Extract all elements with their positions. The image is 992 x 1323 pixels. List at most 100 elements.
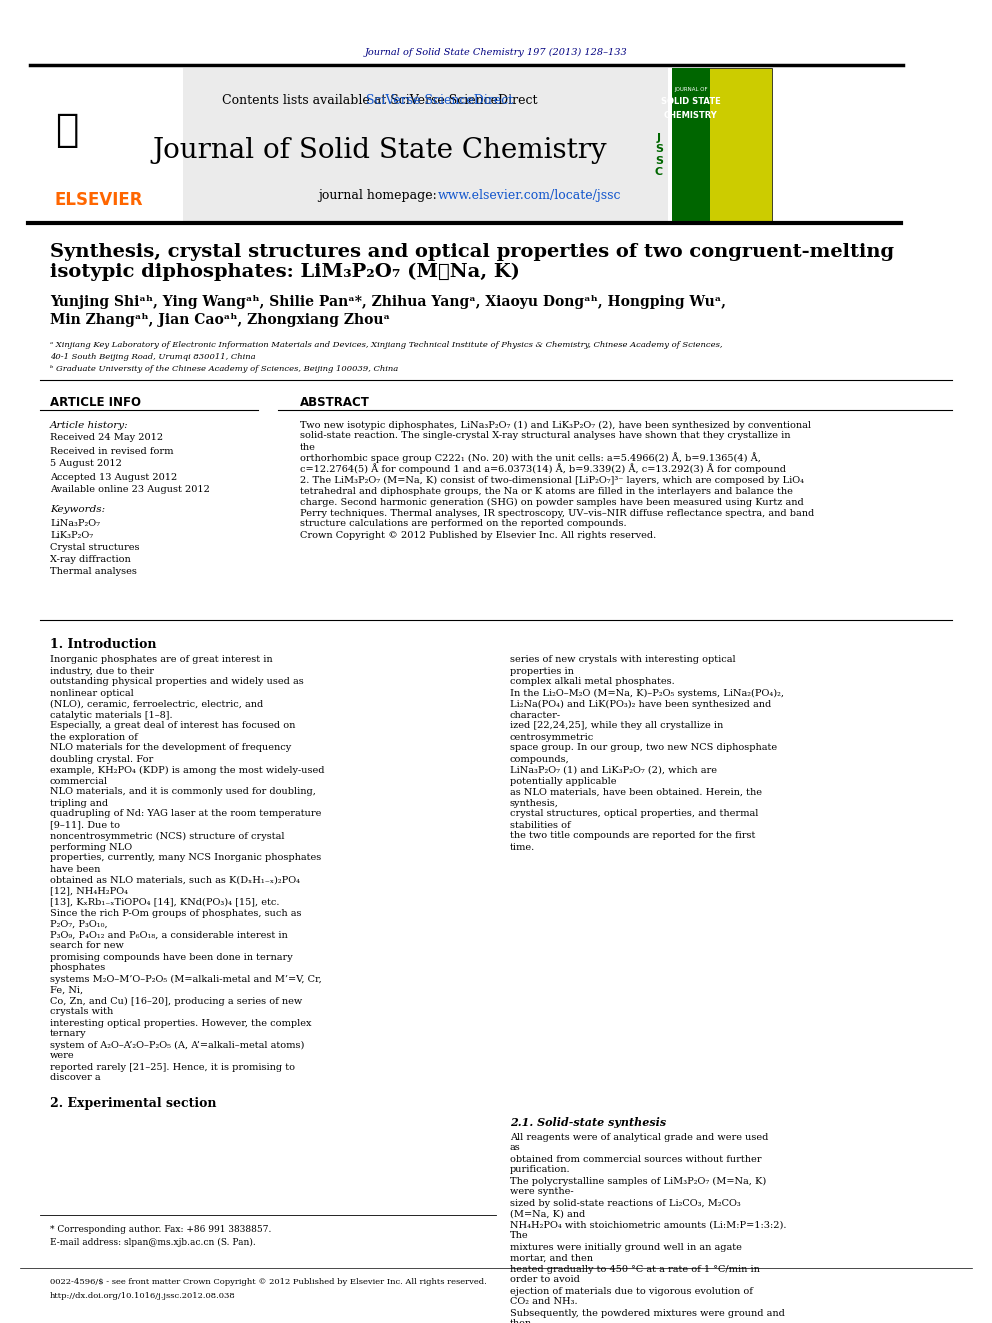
Bar <box>672 67 710 224</box>
Bar <box>28 67 668 224</box>
Text: Available online 23 August 2012: Available online 23 August 2012 <box>50 486 210 495</box>
Text: properties, currently, many NCS Inorganic phosphates: properties, currently, many NCS Inorgani… <box>50 853 321 863</box>
Text: ejection of materials due to vigorous evolution of: ejection of materials due to vigorous ev… <box>510 1286 753 1295</box>
Text: sized by solid-state reactions of Li₂CO₃, M₂CO₃: sized by solid-state reactions of Li₂CO₃… <box>510 1199 741 1208</box>
Text: space group. In our group, two new NCS diphosphate: space group. In our group, two new NCS d… <box>510 744 777 753</box>
Text: c=12.2764(5) Å for compound 1 and a=6.0373(14) Å, b=9.339(2) Å, c=13.292(3) Å fo: c=12.2764(5) Å for compound 1 and a=6.03… <box>300 463 786 475</box>
Text: the two title compounds are reported for the first: the two title compounds are reported for… <box>510 831 755 840</box>
Text: Journal of Solid State Chemistry: Journal of Solid State Chemistry <box>153 136 607 164</box>
Text: [9–11]. Due to: [9–11]. Due to <box>50 820 120 830</box>
Text: quadrupling of Nd: YAG laser at the room temperature: quadrupling of Nd: YAG laser at the room… <box>50 810 321 819</box>
Text: http://dx.doi.org/10.1016/j.jssc.2012.08.038: http://dx.doi.org/10.1016/j.jssc.2012.08… <box>50 1293 236 1301</box>
Text: structure calculations are performed on the reported compounds.: structure calculations are performed on … <box>300 520 627 528</box>
Text: Inorganic phosphates are of great interest in: Inorganic phosphates are of great intere… <box>50 655 273 664</box>
Text: time.: time. <box>510 843 536 852</box>
Text: Contents lists available at SciVerse ScienceDirect: Contents lists available at SciVerse Sci… <box>222 94 538 106</box>
Text: NLO materials for the development of frequency: NLO materials for the development of fre… <box>50 744 292 753</box>
Text: Two new isotypic diphosphates, LiNa₃P₂O₇ (1) and LiK₃P₂O₇ (2), have been synthes: Two new isotypic diphosphates, LiNa₃P₂O₇… <box>300 421 811 430</box>
Text: LiNa₃P₂O₇ (1) and LiK₃P₂O₇ (2), which are: LiNa₃P₂O₇ (1) and LiK₃P₂O₇ (2), which ar… <box>510 766 717 774</box>
Text: ELSEVIER: ELSEVIER <box>55 191 144 209</box>
Text: 2. Experimental section: 2. Experimental section <box>50 1098 216 1110</box>
Text: industry, due to their: industry, due to their <box>50 667 154 676</box>
Text: 0022-4596/$ - see front matter Crown Copyright © 2012 Published by Elsevier Inc.: 0022-4596/$ - see front matter Crown Cop… <box>50 1278 487 1286</box>
Text: www.elsevier.com/locate/jssc: www.elsevier.com/locate/jssc <box>438 188 622 201</box>
Text: In the Li₂O–M₂O (M=Na, K)–P₂O₅ systems, LiNa₂(PO₄)₂,: In the Li₂O–M₂O (M=Na, K)–P₂O₅ systems, … <box>510 688 784 697</box>
Text: ARTICLE INFO: ARTICLE INFO <box>50 396 141 409</box>
Text: 40-1 South Beijing Road, Urumqi 830011, China: 40-1 South Beijing Road, Urumqi 830011, … <box>50 353 256 361</box>
Text: were: were <box>50 1052 74 1061</box>
Text: The polycrystalline samples of LiM₃P₂O₇ (M=Na, K): The polycrystalline samples of LiM₃P₂O₇ … <box>510 1176 766 1185</box>
Text: 1. Introduction: 1. Introduction <box>50 639 157 651</box>
Text: tetrahedral and diphosphate groups, the Na or K atoms are filled in the interlay: tetrahedral and diphosphate groups, the … <box>300 487 793 496</box>
Text: Thermal analyses: Thermal analyses <box>50 566 137 576</box>
Text: Received in revised form: Received in revised form <box>50 446 174 455</box>
Text: heated gradually to 450 °C at a rate of 1 °C/min in: heated gradually to 450 °C at a rate of … <box>510 1265 760 1274</box>
Text: tripling and: tripling and <box>50 799 108 807</box>
Text: CO₂ and NH₃.: CO₂ and NH₃. <box>510 1298 577 1307</box>
Text: properties in: properties in <box>510 667 574 676</box>
Text: [13], KₓRb₁₋ₓTiOPO₄ [14], KNd(PO₃)₄ [15], etc.: [13], KₓRb₁₋ₓTiOPO₄ [14], KNd(PO₃)₄ [15]… <box>50 897 280 906</box>
Text: The: The <box>510 1232 529 1241</box>
Text: * Corresponding author. Fax: +86 991 3838857.: * Corresponding author. Fax: +86 991 383… <box>50 1225 272 1234</box>
Text: phosphates: phosphates <box>50 963 106 972</box>
Text: reported rarely [21–25]. Hence, it is promising to: reported rarely [21–25]. Hence, it is pr… <box>50 1062 295 1072</box>
Text: example, KH₂PO₄ (KDP) is among the most widely-used: example, KH₂PO₄ (KDP) is among the most … <box>50 766 324 774</box>
Bar <box>672 67 772 224</box>
Text: performing NLO: performing NLO <box>50 843 132 852</box>
Text: P₃O₉, P₄O₁₂ and P₆O₁₈, a considerable interest in: P₃O₉, P₄O₁₂ and P₆O₁₈, a considerable in… <box>50 930 288 939</box>
Text: P₂O₇, P₃O₁₀,: P₂O₇, P₃O₁₀, <box>50 919 107 929</box>
Text: Accepted 13 August 2012: Accepted 13 August 2012 <box>50 472 178 482</box>
Text: charge. Second harmonic generation (SHG) on powder samples have been measured us: charge. Second harmonic generation (SHG)… <box>300 497 804 507</box>
Text: isotypic diphosphates: LiM₃P₂O₇ (M＝Na, K): isotypic diphosphates: LiM₃P₂O₇ (M＝Na, K… <box>50 263 520 280</box>
Text: purification.: purification. <box>510 1166 570 1175</box>
Text: E-mail address: slpan@ms.xjb.ac.cn (S. Pan).: E-mail address: slpan@ms.xjb.ac.cn (S. P… <box>50 1237 256 1246</box>
Text: crystals with: crystals with <box>50 1008 113 1016</box>
Text: SciVerse ScienceDirect: SciVerse ScienceDirect <box>246 94 514 106</box>
Text: centrosymmetric: centrosymmetric <box>510 733 594 741</box>
Bar <box>28 67 183 224</box>
Text: obtained from commercial sources without further: obtained from commercial sources without… <box>510 1155 762 1163</box>
Text: Li₂Na(PO₄) and LiK(PO₃)₂ have been synthesized and: Li₂Na(PO₄) and LiK(PO₃)₂ have been synth… <box>510 700 771 709</box>
Text: Crown Copyright © 2012 Published by Elsevier Inc. All rights reserved.: Crown Copyright © 2012 Published by Else… <box>300 531 657 540</box>
Text: ternary: ternary <box>50 1029 86 1039</box>
Text: system of A₂O–A’₂O–P₂O₅ (A, A’=alkali–metal atoms): system of A₂O–A’₂O–P₂O₅ (A, A’=alkali–me… <box>50 1040 305 1049</box>
Text: commercial: commercial <box>50 777 108 786</box>
Text: Co, Zn, and Cu) [16–20], producing a series of new: Co, Zn, and Cu) [16–20], producing a ser… <box>50 996 303 1005</box>
Text: character-: character- <box>510 710 561 720</box>
Text: as: as <box>510 1143 521 1152</box>
Text: discover a: discover a <box>50 1073 100 1082</box>
Text: catalytic materials [1–8].: catalytic materials [1–8]. <box>50 710 173 720</box>
Text: were synthe-: were synthe- <box>510 1188 573 1196</box>
Text: Min Zhangᵃʰ, Jian Caoᵃʰ, Zhongxiang Zhouᵃ: Min Zhangᵃʰ, Jian Caoᵃʰ, Zhongxiang Zhou… <box>50 314 390 327</box>
Text: Crystal structures: Crystal structures <box>50 542 140 552</box>
Text: Especially, a great deal of interest has focused on: Especially, a great deal of interest has… <box>50 721 296 730</box>
Text: LiNa₃P₂O₇: LiNa₃P₂O₇ <box>50 519 100 528</box>
Text: 2. The LiM₃P₂O₇ (M=Na, K) consist of two-dimensional [LiP₂O₇]³⁻ layers, which ar: 2. The LiM₃P₂O₇ (M=Na, K) consist of two… <box>300 475 804 484</box>
Text: doubling crystal. For: doubling crystal. For <box>50 754 153 763</box>
Text: solid-state reaction. The single-crystal X-ray structural analyses have shown th: solid-state reaction. The single-crystal… <box>300 431 791 441</box>
Text: obtained as NLO materials, such as K(DₓH₁₋ₓ)₂PO₄: obtained as NLO materials, such as K(DₓH… <box>50 876 300 885</box>
Text: search for new: search for new <box>50 942 124 950</box>
Text: the: the <box>300 442 315 451</box>
Text: complex alkali metal phosphates.: complex alkali metal phosphates. <box>510 677 675 687</box>
Text: compounds,: compounds, <box>510 754 569 763</box>
Text: Perry techniques. Thermal analyses, IR spectroscopy, UV–vis–NIR diffuse reflecta: Perry techniques. Thermal analyses, IR s… <box>300 508 814 517</box>
Text: ᵃ Xinjiang Key Laboratory of Electronic Information Materials and Devices, Xinji: ᵃ Xinjiang Key Laboratory of Electronic … <box>50 341 722 349</box>
Text: All reagents were of analytical grade and were used: All reagents were of analytical grade an… <box>510 1132 769 1142</box>
Text: Since the rich P-Om groups of phosphates, such as: Since the rich P-Om groups of phosphates… <box>50 909 302 917</box>
Text: Received 24 May 2012: Received 24 May 2012 <box>50 434 163 442</box>
Text: crystal structures, optical properties, and thermal: crystal structures, optical properties, … <box>510 810 758 819</box>
Text: Subsequently, the powdered mixtures were ground and: Subsequently, the powdered mixtures were… <box>510 1308 785 1318</box>
Text: NH₄H₂PO₄ with stoichiometric amounts (Li:M:P=1:3:2).: NH₄H₂PO₄ with stoichiometric amounts (Li… <box>510 1221 787 1229</box>
Text: ABSTRACT: ABSTRACT <box>300 396 370 409</box>
Text: Fe, Ni,: Fe, Ni, <box>50 986 83 995</box>
Text: series of new crystals with interesting optical: series of new crystals with interesting … <box>510 655 736 664</box>
Text: SOLID STATE: SOLID STATE <box>661 98 721 106</box>
Text: Keywords:: Keywords: <box>50 505 105 515</box>
Text: outstanding physical properties and widely used as: outstanding physical properties and wide… <box>50 677 304 687</box>
Text: order to avoid: order to avoid <box>510 1275 580 1285</box>
Text: promising compounds have been done in ternary: promising compounds have been done in te… <box>50 953 293 962</box>
Text: X-ray diffraction: X-ray diffraction <box>50 554 131 564</box>
Text: nonlinear optical: nonlinear optical <box>50 688 134 697</box>
Text: 2.1. Solid-state synthesis: 2.1. Solid-state synthesis <box>510 1117 666 1127</box>
